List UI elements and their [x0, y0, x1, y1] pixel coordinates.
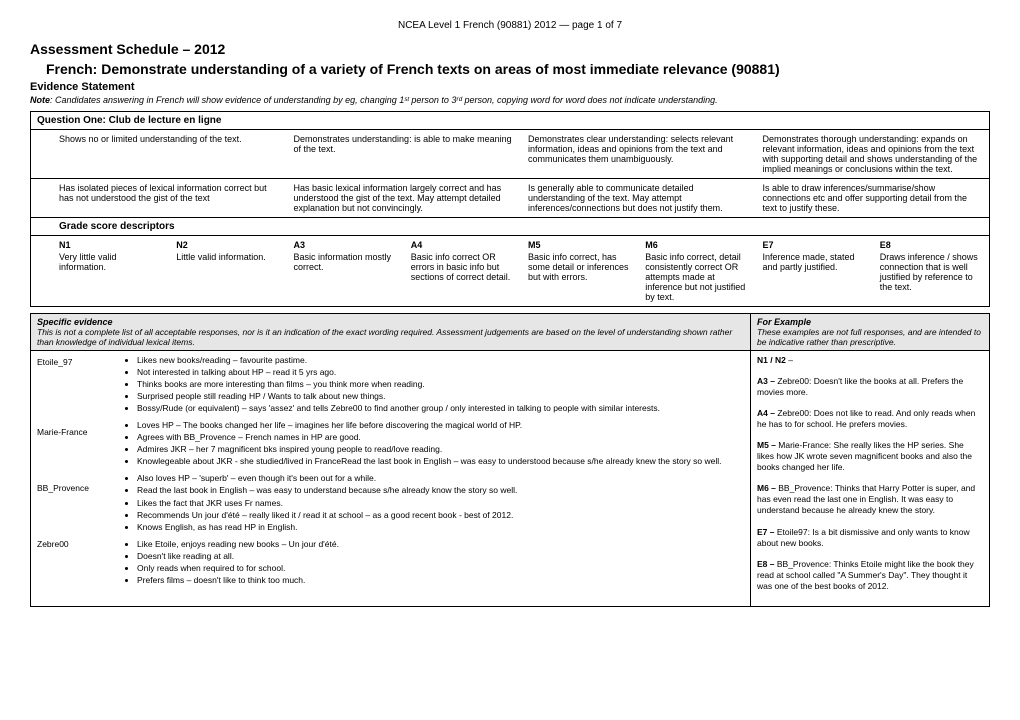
- evidence-header-row: Specific evidence This is not a complete…: [31, 314, 989, 351]
- bullets-etoile: Likes new books/reading – favourite past…: [117, 355, 744, 414]
- title-subject: French: Demonstrate understanding of a v…: [30, 61, 990, 77]
- question-header: Question One: Club de lecture en ligne: [31, 112, 989, 130]
- evidence-statement-label: Evidence Statement: [30, 81, 990, 93]
- name-bb: BB_Provence: [37, 483, 117, 493]
- evidence-left: Etoile_97 Marie-France BB_Provence Zebre…: [31, 351, 751, 606]
- col-e2: Is able to draw inferences/summarise/sho…: [755, 179, 990, 217]
- name-marie: Marie-France: [37, 427, 117, 437]
- col-m2: Is generally able to communicate detaile…: [520, 179, 755, 217]
- understanding-row: Shows no or limited understanding of the…: [31, 130, 989, 179]
- grade-row: N1Very little valid information. N2Littl…: [31, 236, 989, 306]
- evidence-bullets: Likes new books/reading – favourite past…: [117, 355, 744, 602]
- bullets-marie: Loves HP – The books changed her life – …: [117, 420, 744, 467]
- grade-n1: N1Very little valid information.: [31, 236, 168, 306]
- ex-a4: A4 – Zebre00: Does not like to read. And…: [757, 408, 983, 430]
- grade-a4: A4Basic info correct OR errors in basic …: [403, 236, 520, 306]
- question-table: Question One: Club de lecture en ligne S…: [30, 111, 990, 307]
- name-zebre: Zebre00: [37, 539, 117, 549]
- lexical-row: Has isolated pieces of lexical informati…: [31, 179, 989, 218]
- ex-m6: M6 – BB_Provence: Thinks that Harry Pott…: [757, 483, 983, 516]
- bullets-bb: Also loves HP – 'superb' – even though i…: [117, 473, 744, 532]
- ex-n1n2: N1 / N2 –: [757, 355, 983, 366]
- evidence-body: Etoile_97 Marie-France BB_Provence Zebre…: [31, 351, 989, 606]
- ex-e7: E7 – Etoile97: Is a bit dismissive and o…: [757, 527, 983, 549]
- evidence-right: N1 / N2 – A3 – Zebre00: Doesn't like the…: [751, 351, 989, 606]
- ex-m5: M5 – Marie-France: She really likes the …: [757, 440, 983, 473]
- grade-e8: E8Draws inference / shows connection tha…: [872, 236, 989, 306]
- grade-m5: M5Basic info correct, has some detail or…: [520, 236, 637, 306]
- evidence-table: Specific evidence This is not a complete…: [30, 313, 990, 607]
- col-m: Demonstrates clear understanding: select…: [520, 130, 755, 178]
- name-etoile: Etoile_97: [37, 357, 117, 367]
- col-e: Demonstrates thorough understanding: exp…: [755, 130, 990, 178]
- col-n: Shows no or limited understanding of the…: [31, 130, 286, 178]
- evidence-names: Etoile_97 Marie-France BB_Provence Zebre…: [37, 355, 117, 602]
- specific-evidence-header: Specific evidence This is not a complete…: [31, 314, 751, 350]
- col-a2: Has basic lexical information largely co…: [286, 179, 521, 217]
- ex-e8: E8 – BB_Provence: Thinks Etoile might li…: [757, 559, 983, 592]
- col-a: Demonstrates understanding: is able to m…: [286, 130, 521, 178]
- grade-n2: N2Little valid information.: [168, 236, 285, 306]
- for-example-header: For Example These examples are not full …: [751, 314, 989, 350]
- page-header: NCEA Level 1 French (90881) 2012 — page …: [30, 20, 990, 31]
- col-n2: Has isolated pieces of lexical informati…: [31, 179, 286, 217]
- bullets-zebre: Like Etoile, enjoys reading new books – …: [117, 539, 744, 586]
- ex-a3: A3 – Zebre00: Doesn't like the books at …: [757, 376, 983, 398]
- grade-m6: M6Basic info correct, detail consistentl…: [637, 236, 754, 306]
- grade-descriptors-header: Grade score descriptors: [31, 218, 989, 236]
- note-line: Note: Candidates answering in French wil…: [30, 95, 990, 105]
- grade-a3: A3Basic information mostly correct.: [286, 236, 403, 306]
- grade-e7: E7Inference made, stated and partly just…: [755, 236, 872, 306]
- title-year: Assessment Schedule – 2012: [30, 41, 990, 57]
